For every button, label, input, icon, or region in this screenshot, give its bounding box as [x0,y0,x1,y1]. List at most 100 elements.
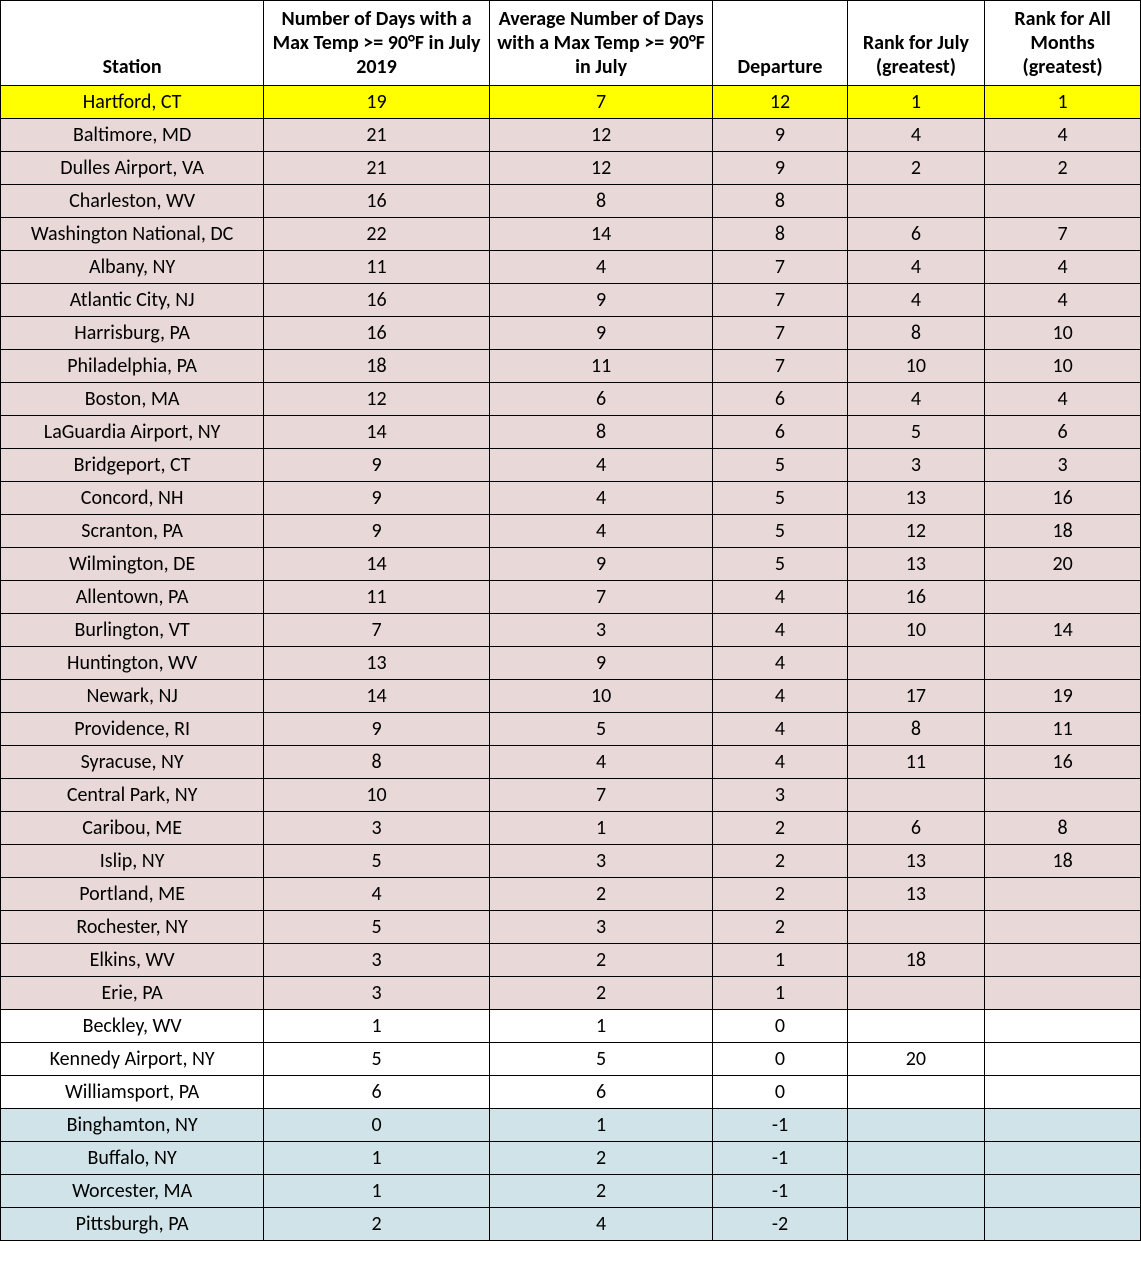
table-row: Buffalo, NY12-1 [1,1142,1141,1175]
table-row: Beckley, WV110 [1,1010,1141,1043]
cell-rankall: 18 [985,515,1141,548]
table-row: Boston, MA126644 [1,383,1141,416]
cell-station: Atlantic City, NJ [1,284,264,317]
cell-rankall [985,977,1141,1010]
table-row: Providence, RI954811 [1,713,1141,746]
cell-days2019: 3 [264,977,490,1010]
col-header-days2019: Number of Days with a Max Temp >= 90°F i… [264,1,490,86]
cell-avgdays: 1 [489,1109,712,1142]
cell-departure: 5 [713,449,847,482]
cell-departure: 6 [713,383,847,416]
cell-departure: -1 [713,1175,847,1208]
cell-rankall [985,1076,1141,1109]
cell-rankjuly: 12 [847,515,985,548]
cell-rankall [985,911,1141,944]
cell-avgdays: 12 [489,119,712,152]
cell-avgdays: 9 [489,647,712,680]
table-row: Baltimore, MD2112944 [1,119,1141,152]
cell-avgdays: 9 [489,548,712,581]
cell-rankall: 4 [985,284,1141,317]
cell-departure: -2 [713,1208,847,1241]
cell-avgdays: 2 [489,878,712,911]
cell-departure: -1 [713,1109,847,1142]
table-row: Scranton, PA9451218 [1,515,1141,548]
cell-avgdays: 10 [489,680,712,713]
cell-rankall [985,1109,1141,1142]
cell-rankjuly: 4 [847,284,985,317]
cell-rankall [985,1175,1141,1208]
table-row: Hartford, CT1971211 [1,86,1141,119]
cell-days2019: 9 [264,713,490,746]
cell-departure: 0 [713,1043,847,1076]
table-row: Islip, NY5321318 [1,845,1141,878]
cell-departure: -1 [713,1142,847,1175]
cell-days2019: 2 [264,1208,490,1241]
cell-rankall: 20 [985,548,1141,581]
table-row: Erie, PA321 [1,977,1141,1010]
table-row: Kennedy Airport, NY55020 [1,1043,1141,1076]
cell-station: Burlington, VT [1,614,264,647]
table-row: Philadelphia, PA181171010 [1,350,1141,383]
cell-station: Kennedy Airport, NY [1,1043,264,1076]
cell-rankall: 11 [985,713,1141,746]
cell-days2019: 1 [264,1142,490,1175]
cell-days2019: 1 [264,1010,490,1043]
cell-station: Williamsport, PA [1,1076,264,1109]
cell-rankjuly: 16 [847,581,985,614]
cell-rankall: 10 [985,350,1141,383]
cell-rankjuly: 5 [847,416,985,449]
cell-rankall: 4 [985,251,1141,284]
table-row: Huntington, WV1394 [1,647,1141,680]
cell-rankall: 4 [985,383,1141,416]
cell-avgdays: 4 [489,251,712,284]
col-header-rankjuly: Rank for July (greatest) [847,1,985,86]
cell-days2019: 9 [264,449,490,482]
col-header-station: Station [1,1,264,86]
table-row: Bridgeport, CT94533 [1,449,1141,482]
table-row: Albany, NY114744 [1,251,1141,284]
cell-rankall [985,647,1141,680]
cell-days2019: 1 [264,1175,490,1208]
cell-rankjuly: 6 [847,218,985,251]
cell-rankjuly: 8 [847,317,985,350]
table-row: Harrisburg, PA1697810 [1,317,1141,350]
cell-station: LaGuardia Airport, NY [1,416,264,449]
cell-avgdays: 1 [489,812,712,845]
cell-departure: 1 [713,977,847,1010]
cell-avgdays: 9 [489,284,712,317]
cell-avgdays: 11 [489,350,712,383]
cell-days2019: 16 [264,317,490,350]
cell-rankall [985,944,1141,977]
cell-days2019: 21 [264,119,490,152]
table-row: Washington National, DC2214867 [1,218,1141,251]
cell-station: Harrisburg, PA [1,317,264,350]
cell-departure: 8 [713,218,847,251]
cell-days2019: 5 [264,1043,490,1076]
cell-days2019: 12 [264,383,490,416]
cell-departure: 7 [713,284,847,317]
cell-rankjuly: 2 [847,152,985,185]
col-header-rankall: Rank for All Months (greatest) [985,1,1141,86]
cell-rankjuly [847,1076,985,1109]
cell-rankall: 6 [985,416,1141,449]
cell-days2019: 0 [264,1109,490,1142]
col-header-avgdays: Average Number of Days with a Max Temp >… [489,1,712,86]
cell-rankall [985,1208,1141,1241]
table-row: Syracuse, NY8441116 [1,746,1141,779]
cell-departure: 4 [713,647,847,680]
cell-rankall: 10 [985,317,1141,350]
cell-avgdays: 8 [489,185,712,218]
cell-station: Concord, NH [1,482,264,515]
cell-days2019: 3 [264,944,490,977]
cell-rankjuly [847,1109,985,1142]
cell-departure: 4 [713,713,847,746]
cell-rankall: 8 [985,812,1141,845]
cell-avgdays: 2 [489,1175,712,1208]
cell-rankall [985,1142,1141,1175]
cell-station: Central Park, NY [1,779,264,812]
cell-avgdays: 4 [489,515,712,548]
cell-rankjuly: 17 [847,680,985,713]
cell-station: Beckley, WV [1,1010,264,1043]
cell-rankjuly: 1 [847,86,985,119]
cell-days2019: 8 [264,746,490,779]
